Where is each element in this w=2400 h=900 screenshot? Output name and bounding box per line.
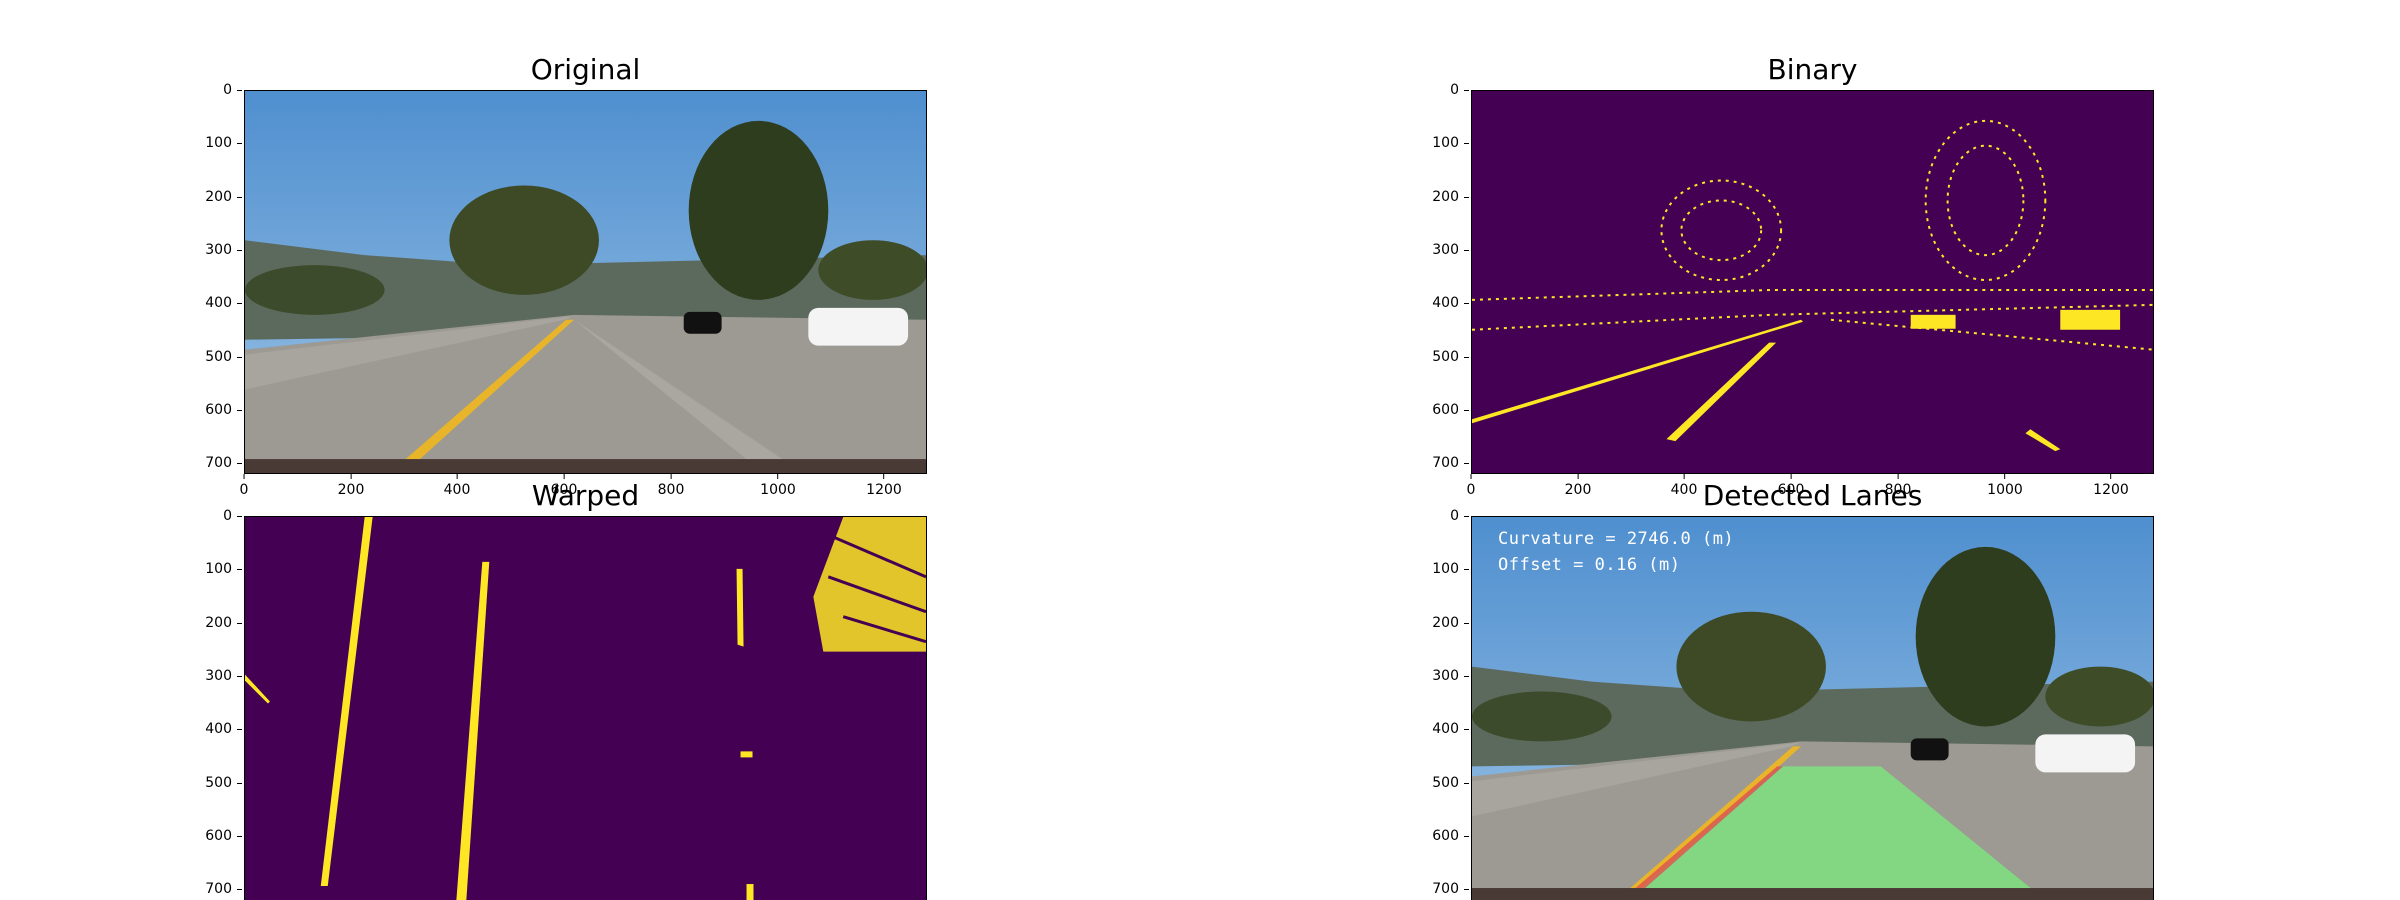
binary-threshold-image — [1471, 90, 2154, 474]
panel-title-binary: Binary — [1767, 53, 1858, 86]
original-road-photo — [244, 90, 927, 474]
panel-warped: Warped 0 100 200 300 400 500 600 700 — [205, 482, 927, 900]
panel-detected-lanes: Detected Lanes Curvature = 2746.0 (m) O — [1432, 482, 2154, 900]
offset-readout: Offset = 0.16 (m) — [1498, 555, 1681, 575]
warped-birdseye-image — [244, 516, 927, 900]
detected-lanes-photo — [1471, 516, 2154, 900]
panel-original: Original 0 100 200 300 400 — [205, 56, 927, 498]
panel-title-original: Original — [530, 53, 641, 86]
curvature-readout: Curvature = 2746.0 (m) — [1498, 529, 1735, 549]
panel-title-detected-lanes: Detected Lanes — [1702, 479, 1923, 512]
panel-binary: Binary 0 100 200 300 — [1432, 56, 2154, 498]
panel-title-warped: Warped — [531, 479, 640, 512]
